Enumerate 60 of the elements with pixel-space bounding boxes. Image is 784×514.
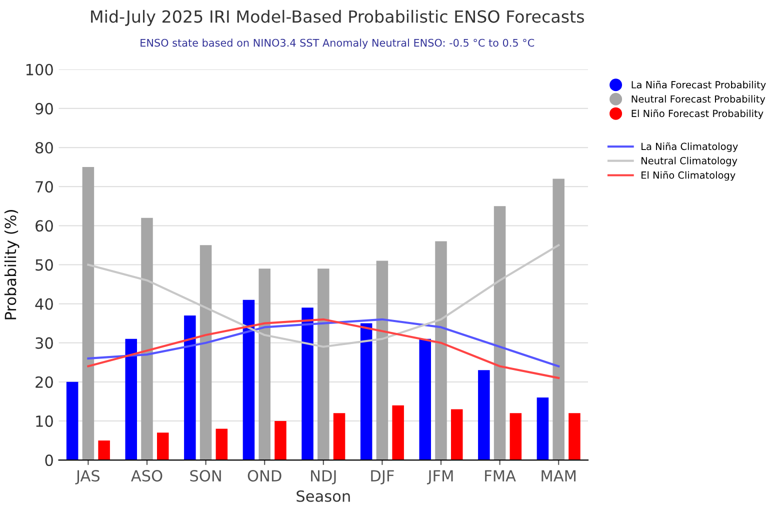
x-tick-label: MAM	[542, 470, 576, 482]
bar	[141, 218, 153, 460]
bar	[302, 308, 314, 460]
bar	[510, 413, 522, 460]
bar	[66, 382, 78, 460]
bar	[258, 268, 270, 460]
y-tick-label: 0	[45, 454, 53, 466]
y-tick-label: 80	[36, 142, 53, 154]
bar	[536, 398, 549, 460]
chart-title: Mid-July 2025 IRI Model-Based Probabilistic ENSO Forecasts	[91, 10, 584, 26]
bar	[125, 338, 138, 460]
line-series	[87, 318, 560, 380]
bar	[200, 245, 212, 460]
bar	[98, 440, 110, 460]
x-tick-label: DJF	[371, 470, 394, 484]
legend-label: Neutral Forecast Probability	[632, 95, 766, 105]
bar	[494, 206, 506, 460]
x-tick-label: SON	[190, 470, 221, 482]
bar	[392, 405, 404, 460]
x-tick-label: OND	[248, 470, 282, 482]
line-series	[87, 318, 560, 368]
bar	[552, 178, 564, 460]
y-tick-label: 70	[36, 181, 53, 193]
x-axis-title: Season	[296, 490, 350, 502]
bar	[568, 413, 580, 460]
bar	[318, 268, 330, 460]
x-tick-label: FMA	[485, 470, 516, 482]
y-axis-title: Probability (%)	[4, 210, 20, 320]
legend-label: La Niña Forecast Probability	[632, 80, 766, 90]
bar	[216, 428, 228, 460]
y-tick-label: 90	[35, 102, 53, 114]
bar	[450, 409, 463, 460]
x-tick-label: NDJ	[311, 470, 336, 484]
legend-label: La Niña Climatology	[642, 142, 738, 152]
bar	[376, 260, 388, 460]
legend-label: El Niño Climatology	[642, 171, 736, 181]
y-tick-label: 10	[36, 415, 53, 427]
line-series	[87, 244, 560, 348]
legend-label: El Niño Forecast Probability	[632, 109, 764, 119]
y-tick-label: 100	[26, 64, 53, 76]
y-tick-label: 20	[36, 376, 53, 388]
bar	[274, 420, 286, 460]
x-tick-label: JAS	[75, 470, 100, 484]
bar	[333, 413, 346, 460]
legend-label: Neutral Climatology	[642, 156, 738, 166]
bar	[360, 323, 372, 460]
y-tick-label: 30	[36, 337, 53, 349]
bar	[242, 300, 255, 460]
bar	[82, 167, 94, 460]
bar	[184, 315, 196, 460]
x-tick-label: ASO	[131, 470, 162, 482]
chart-subtitle: ENSO state based on NINO3.4 SST Anomaly Neutral ENSO: -0.5 °C to 0.5 °C	[140, 38, 534, 49]
bar	[435, 241, 447, 460]
bar	[478, 370, 490, 460]
bar	[156, 432, 169, 460]
y-tick-label: 50	[36, 259, 53, 271]
x-tick-label: JFM	[426, 470, 453, 484]
bar	[419, 338, 432, 460]
y-tick-label: 40	[35, 298, 53, 310]
y-tick-label: 60	[36, 220, 53, 232]
